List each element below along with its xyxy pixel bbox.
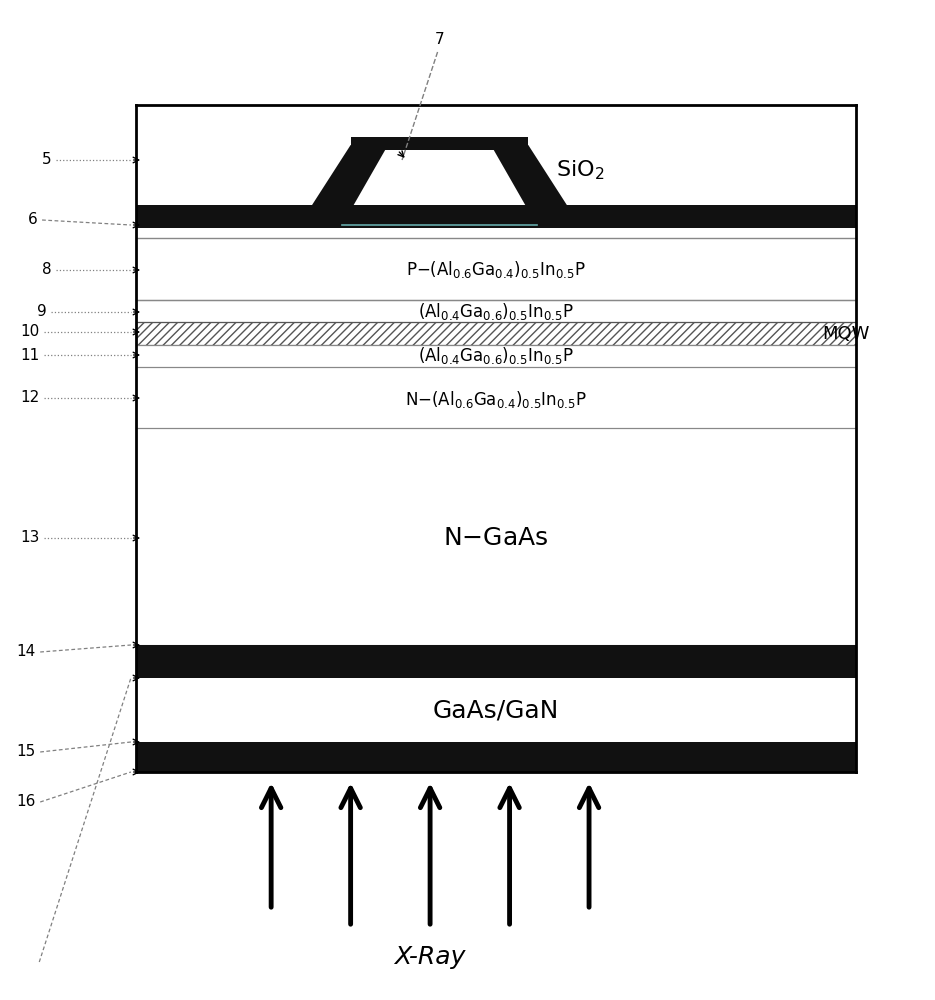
- Polygon shape: [491, 145, 580, 225]
- Text: (Al$_{0.4}$Ga$_{0.6}$)$_{0.5}$In$_{0.5}$P: (Al$_{0.4}$Ga$_{0.6}$)$_{0.5}$In$_{0.5}$…: [418, 302, 573, 322]
- Polygon shape: [299, 145, 388, 225]
- Text: (Al$_{0.4}$Ga$_{0.6}$)$_{0.5}$In$_{0.5}$P: (Al$_{0.4}$Ga$_{0.6}$)$_{0.5}$In$_{0.5}$…: [418, 344, 573, 365]
- Text: 9: 9: [37, 304, 47, 320]
- Text: 8: 8: [42, 262, 51, 277]
- Text: P$-$(Al$_{0.6}$Ga$_{0.4}$)$_{0.5}$In$_{0.5}$P: P$-$(Al$_{0.6}$Ga$_{0.4}$)$_{0.5}$In$_{0…: [406, 259, 585, 280]
- Bar: [136, 105, 856, 225]
- Bar: [136, 205, 856, 228]
- Text: GaAs/GaN: GaAs/GaN: [432, 698, 559, 722]
- Text: 5: 5: [42, 152, 51, 167]
- Text: 6: 6: [28, 213, 37, 228]
- Text: 11: 11: [20, 348, 39, 362]
- Bar: [136, 428, 856, 645]
- Text: 13: 13: [20, 530, 39, 546]
- Bar: [136, 300, 856, 322]
- Bar: [351, 137, 528, 150]
- Bar: [136, 322, 856, 345]
- Text: X-Ray: X-Ray: [395, 945, 466, 969]
- Bar: [136, 238, 856, 300]
- Text: 16: 16: [16, 794, 36, 810]
- Bar: [136, 367, 856, 428]
- Text: N$-$(Al$_{0.6}$Ga$_{0.4}$)$_{0.5}$In$_{0.5}$P: N$-$(Al$_{0.6}$Ga$_{0.4}$)$_{0.5}$In$_{0…: [405, 389, 586, 410]
- Bar: [136, 345, 856, 367]
- Bar: [136, 645, 856, 678]
- Text: 10: 10: [20, 324, 39, 340]
- Text: 12: 12: [20, 390, 39, 406]
- Text: MQW: MQW: [822, 325, 870, 343]
- Bar: [136, 678, 856, 742]
- Text: 14: 14: [16, 645, 36, 660]
- Text: 7: 7: [435, 32, 444, 47]
- Text: 15: 15: [16, 744, 36, 760]
- Bar: [136, 742, 856, 772]
- Text: N$-$GaAs: N$-$GaAs: [443, 526, 548, 550]
- Text: SiO$_2$: SiO$_2$: [555, 158, 604, 182]
